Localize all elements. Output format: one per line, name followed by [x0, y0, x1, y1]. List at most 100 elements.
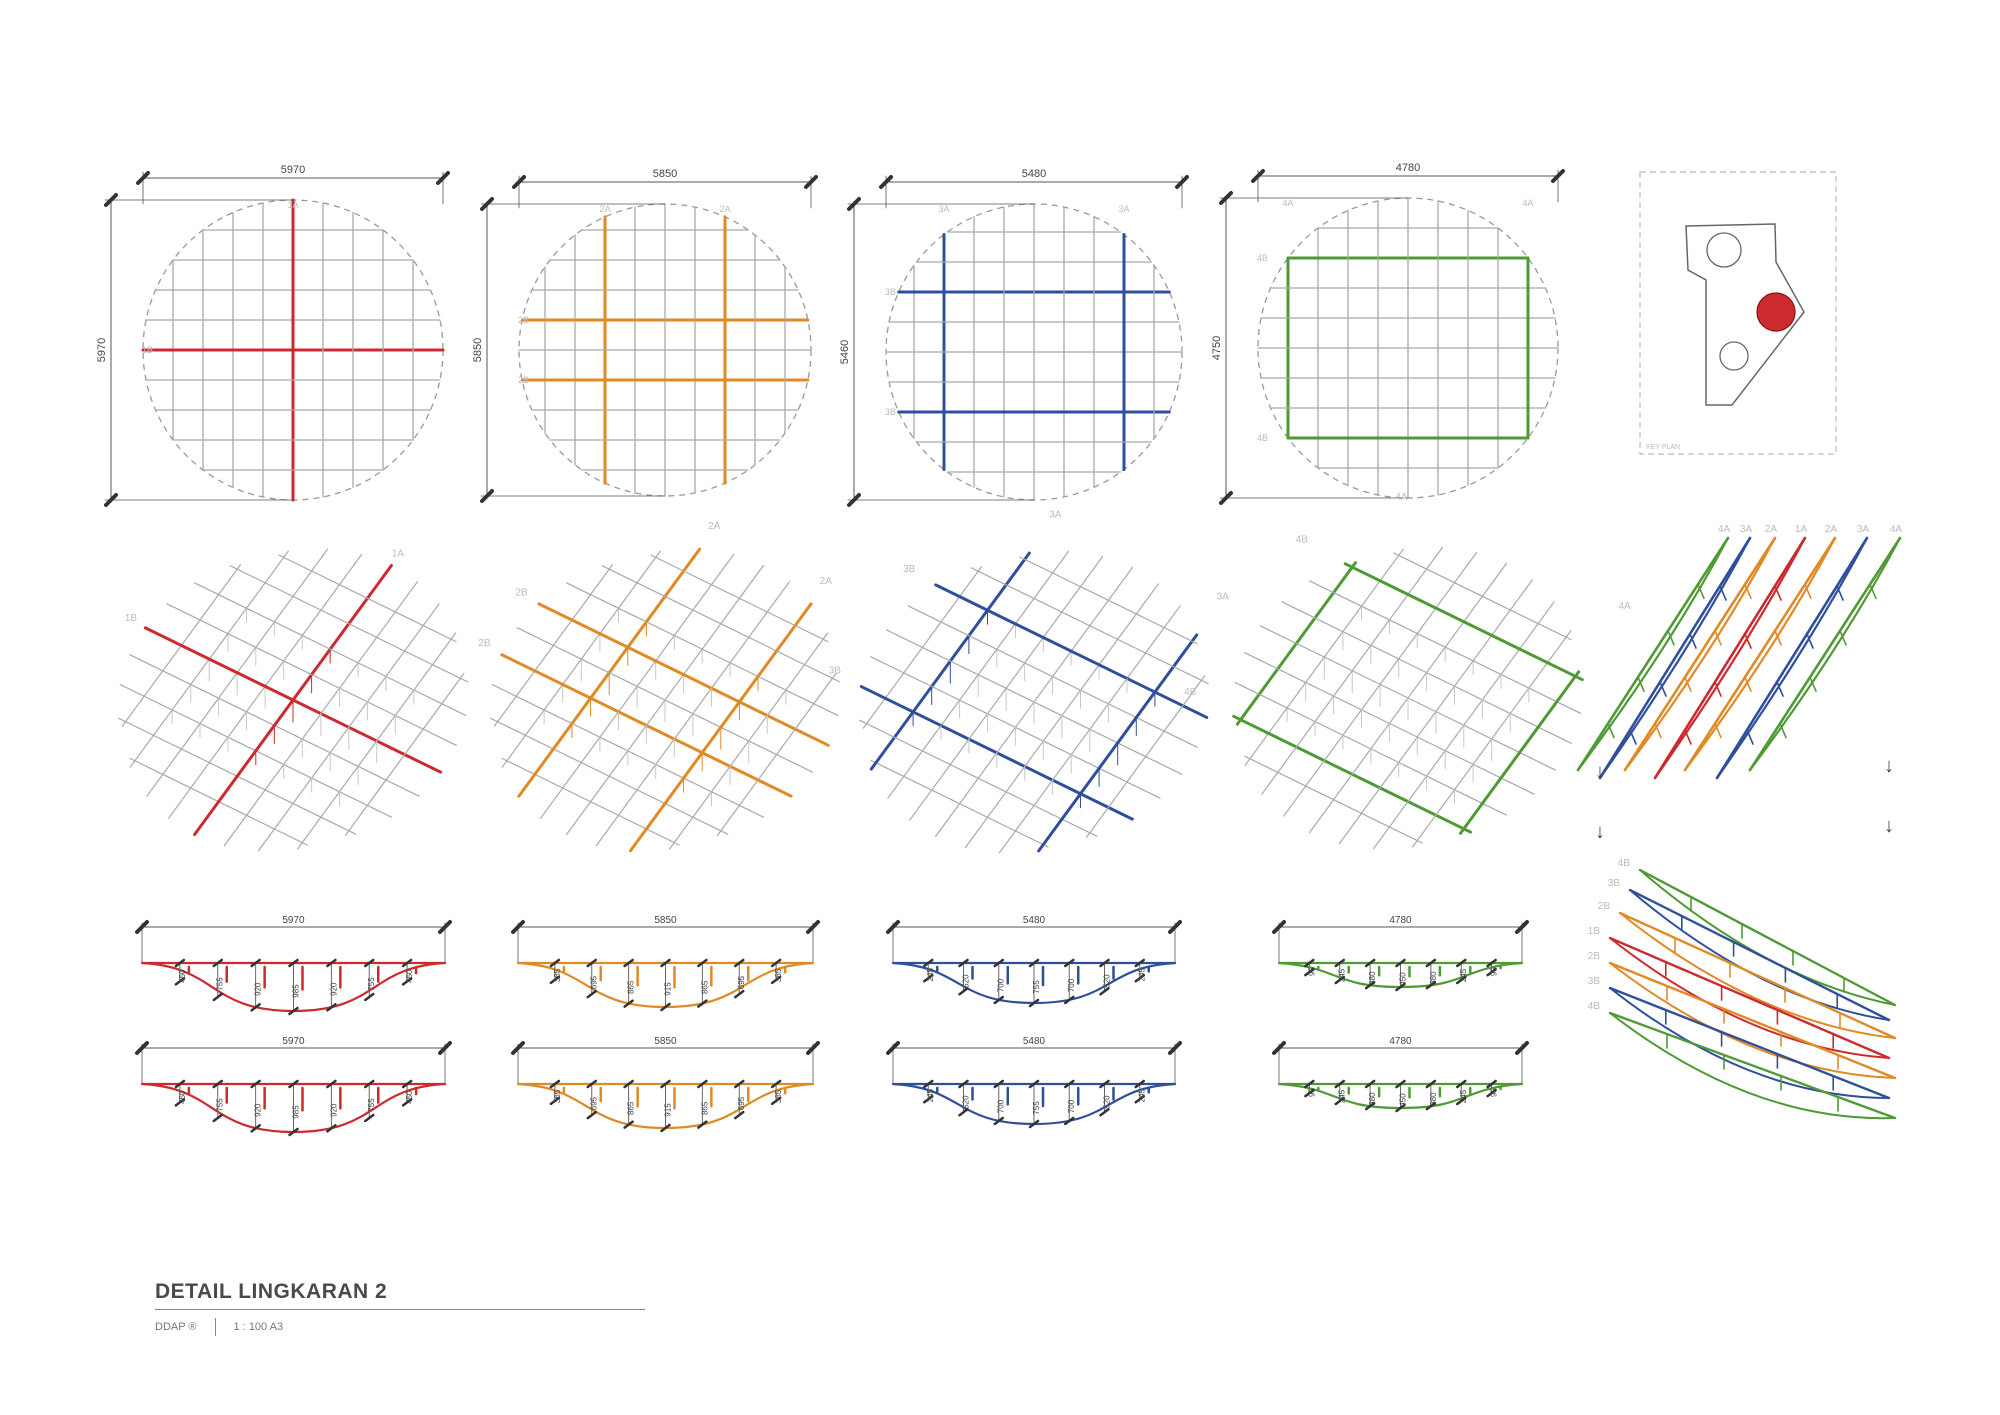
- depth-label: 380: [1368, 1092, 1377, 1106]
- rib-hanger: [1774, 629, 1782, 646]
- rib-hanger: [1637, 676, 1645, 693]
- iso-view-3: 3A 3A 3B 3B: [829, 510, 1229, 854]
- rib-top-chord: [1608, 986, 1891, 1100]
- dimension-tick: [1515, 920, 1529, 934]
- node-tick: [586, 1110, 597, 1120]
- width-dimension-label: 5850: [653, 168, 677, 180]
- rib-curve: [1609, 937, 1890, 1059]
- rib-hanger: [1774, 585, 1782, 601]
- node-tick: [364, 992, 375, 1002]
- plan-view-3: 5480 5460 3A 3A 3B 3B: [839, 168, 1189, 507]
- node-tick: [993, 958, 1004, 968]
- depth-label: 755: [1032, 1101, 1041, 1115]
- node-tick: [660, 1002, 671, 1012]
- span-dimension-label: 5850: [654, 1036, 677, 1047]
- grid-rib: [716, 673, 837, 836]
- node-tick: [958, 1079, 969, 1089]
- rib-hanger: [1714, 681, 1722, 697]
- node-tick: [250, 1124, 261, 1133]
- dimension-tick: [1272, 1041, 1286, 1055]
- node-tick: [1304, 958, 1315, 968]
- depth-label: 920: [254, 1103, 263, 1117]
- highlight-rib-b: [537, 602, 830, 747]
- grid-rib: [601, 565, 840, 683]
- node-tick: [1486, 958, 1497, 968]
- dimension-tick: [480, 489, 494, 503]
- rib-hanger: [1684, 729, 1692, 745]
- node-tick: [174, 1079, 186, 1089]
- down-arrow-icon: ↓: [1884, 815, 1894, 837]
- height-dimension-label: 5850: [472, 338, 484, 362]
- node-tick: [174, 977, 186, 986]
- grid-rib: [1393, 552, 1572, 641]
- depth-label: 95: [1490, 1088, 1499, 1097]
- depth-label: 695: [737, 975, 746, 989]
- title-block: DETAIL LINGKARAN 2 DDAP ® 1 : 100 A3: [155, 1280, 645, 1336]
- highlight-rib-b: [1343, 562, 1584, 682]
- depth-label: 695: [590, 975, 599, 989]
- rib-label-a: 1A: [392, 549, 405, 560]
- rib-top-chord: [1608, 1011, 1897, 1120]
- rib-label-a: 2A: [1825, 524, 1838, 535]
- span-dimension-label: 5850: [654, 915, 677, 926]
- node-tick: [1134, 958, 1145, 968]
- dimension-tick: [806, 920, 820, 934]
- rib-hanger: [1719, 585, 1727, 601]
- dimension-tick: [1551, 169, 1565, 183]
- node-tick: [1064, 958, 1075, 968]
- depth-label: 380: [1429, 1092, 1438, 1106]
- plan-views: 5970 5970 1A 1B 5850 5850 2A 2A 2B 2B 5480 5460 3A 3A…: [96, 162, 1565, 507]
- section-bottom-1: 5970 450 755 920 985 920 755 450: [135, 1036, 452, 1137]
- highlight-rib-a: [1459, 670, 1581, 835]
- depth-label: 985: [292, 984, 301, 998]
- key-plan-label: KEY PLAN: [1646, 444, 1680, 451]
- node-tick: [1304, 967, 1315, 977]
- rib-hanger: [1779, 722, 1787, 739]
- node-tick: [770, 958, 782, 968]
- brand-label: DDAP ®: [155, 1320, 197, 1333]
- rib-top-chord: [1598, 536, 1752, 780]
- depth-label: 245: [1338, 1089, 1347, 1103]
- depth-label: 700: [1067, 978, 1076, 992]
- depth-label: 755: [1032, 980, 1041, 994]
- depth-label: 915: [664, 1103, 673, 1117]
- rib-top-chord: [1623, 536, 1777, 772]
- isometric-views: 1A 1B 2A 2A 2B 2B 3A 3A 3B 3B 4A 4A 4B 4B: [118, 492, 1631, 854]
- span-dimension-label: 5480: [1023, 915, 1046, 926]
- grid-rib: [566, 582, 839, 717]
- node-tick: [1364, 958, 1376, 968]
- rib-top-chord: [1683, 536, 1837, 772]
- node-tick: [401, 977, 413, 986]
- dimension-tick: [847, 197, 861, 211]
- rib-top-chord: [1608, 936, 1891, 1060]
- rib-hanger: [1744, 633, 1752, 649]
- node-tick: [364, 1113, 375, 1123]
- depth-label: 700: [997, 1099, 1006, 1113]
- node-tick: [993, 995, 1004, 1005]
- rib-label-b: 1B: [1588, 926, 1601, 937]
- height-dimension-label: 5970: [96, 338, 108, 362]
- rib-curve: [1609, 987, 1890, 1099]
- node-tick: [660, 958, 671, 968]
- node-tick: [770, 1079, 782, 1089]
- depth-label: 755: [216, 977, 225, 991]
- node-tick: [1334, 1079, 1345, 1089]
- rib-label-a: 4A: [1282, 198, 1293, 208]
- rib-top-chord: [1715, 536, 1869, 780]
- node-tick: [734, 1110, 745, 1120]
- node-tick: [623, 1079, 634, 1089]
- node-tick: [1304, 1088, 1315, 1098]
- down-arrow-icon: ↓: [1595, 821, 1605, 843]
- node-tick: [1425, 980, 1437, 990]
- dimension-tick: [804, 175, 818, 189]
- node-tick: [770, 1096, 782, 1106]
- upper-stack-rib-4: 1A: [1653, 524, 1807, 780]
- grid-rib: [278, 554, 457, 643]
- node-tick: [923, 1079, 934, 1089]
- rib-label-b: 2B: [518, 315, 529, 325]
- node-tick: [734, 958, 745, 968]
- rib-label-a: 2A: [599, 204, 610, 214]
- node-tick: [401, 1098, 413, 1107]
- depth-label: 985: [292, 1105, 301, 1119]
- node-tick: [923, 958, 934, 968]
